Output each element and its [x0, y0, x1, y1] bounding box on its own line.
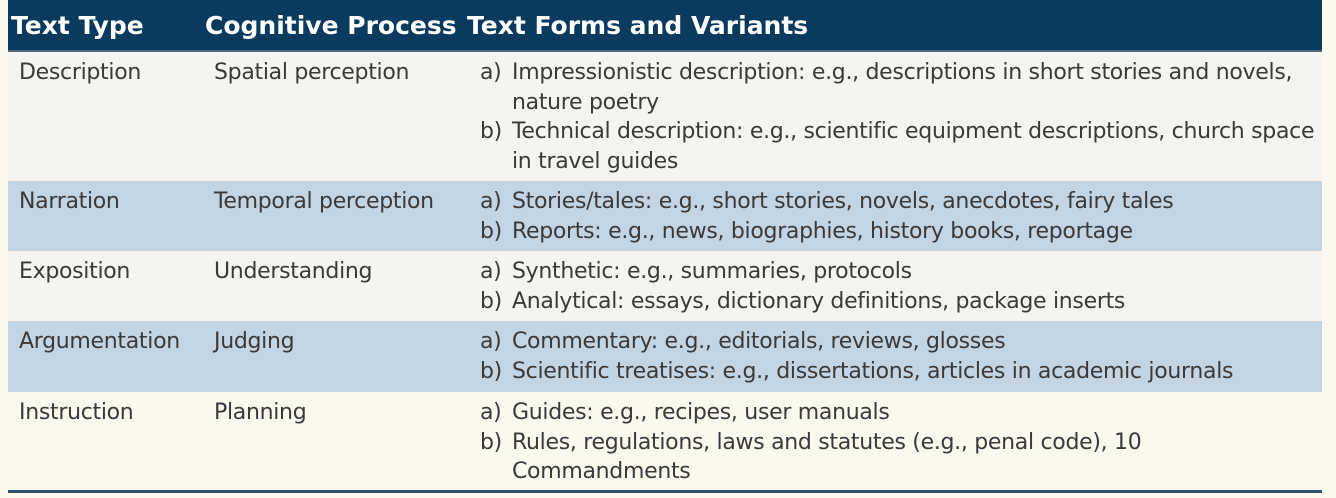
item-text: Synthetic: e.g., summaries, protocols	[512, 259, 912, 284]
form-item: a) Stories/tales: e.g., short stories, no…	[480, 187, 1322, 217]
text-forms-cell: a) Stories/tales: e.g., short stories, no…	[467, 187, 1322, 246]
item-text: Technical description: e.g., scientific …	[512, 119, 1315, 174]
cognitive-process-cell: Judging	[214, 329, 295, 354]
item-marker: a)	[480, 329, 502, 354]
header-cognitive-process: Cognitive Process	[205, 10, 457, 40]
form-item: b) Scientific treatises: e.g., dissertati…	[480, 357, 1322, 387]
text-type-cell: Description	[19, 60, 141, 85]
item-marker: a)	[480, 189, 502, 214]
header-text-forms: Text Forms and Variants	[467, 10, 809, 40]
item-text: Scientific treatises: e.g., dissertation…	[512, 358, 1234, 384]
table-row: Description Spatial perception a) Impress…	[8, 52, 1322, 181]
text-type-cell: Narration	[19, 189, 120, 214]
form-item: a) Guides: e.g., recipes, user manuals	[480, 398, 1322, 428]
item-marker: b)	[480, 358, 502, 384]
item-marker: b)	[480, 288, 502, 314]
item-text: Commentary: e.g., editorials, reviews, g…	[512, 329, 1006, 354]
table-row: Argumentation Judging a) Commentary: e.g.…	[8, 321, 1322, 392]
text-forms-cell: a) Impressionistic description: e.g., des…	[467, 58, 1322, 176]
cognitive-process-cell: Planning	[214, 400, 307, 425]
item-text: Stories/tales: e.g., short stories, nove…	[512, 189, 1174, 214]
form-item: a) Impressionistic description: e.g., des…	[480, 58, 1322, 117]
table-header: Text Type Cognitive Process Text Forms a…	[8, 0, 1322, 52]
text-type-cell: Exposition	[19, 259, 131, 284]
item-text: Reports: e.g., news, biographies, histor…	[512, 218, 1133, 244]
table-row: Exposition Understanding a) Synthetic: e.…	[8, 251, 1322, 321]
text-forms-cell: a) Commentary: e.g., editorials, reviews,…	[467, 327, 1322, 387]
text-forms-cell: a) Guides: e.g., recipes, user manuals b)…	[467, 398, 1322, 485]
form-item: b) Rules, regulations, laws and statutes …	[480, 428, 1322, 487]
item-text: Impressionistic description: e.g., descr…	[512, 60, 1293, 115]
text-types-table: Text Type Cognitive Process Text Forms a…	[8, 0, 1322, 493]
item-text: Guides: e.g., recipes, user manuals	[512, 400, 890, 425]
cognitive-process-cell: Spatial perception	[214, 60, 410, 85]
item-marker: b)	[480, 119, 502, 144]
form-item: b) Reports: e.g., news, biographies, hist…	[480, 217, 1322, 247]
item-text: Analytical: essays, dictionary definitio…	[512, 288, 1126, 314]
text-type-cell: Instruction	[19, 400, 134, 425]
header-text-type: Text Type	[11, 10, 144, 40]
item-text: Rules, regulations, laws and statutes (e…	[512, 429, 1142, 485]
text-forms-cell: a) Synthetic: e.g., summaries, protocols …	[467, 257, 1322, 316]
cognitive-process-cell: Understanding	[214, 259, 373, 284]
form-item: a) Synthetic: e.g., summaries, protocols	[480, 257, 1322, 287]
text-type-cell: Argumentation	[19, 329, 180, 354]
item-marker: a)	[480, 259, 502, 284]
item-marker: a)	[480, 60, 502, 85]
table-bottom-rule	[8, 490, 1322, 493]
item-marker: b)	[480, 218, 502, 244]
table-row: Instruction Planning a) Guides: e.g., rec…	[8, 392, 1322, 490]
form-item: b) Analytical: essays, dictionary definit…	[480, 287, 1322, 317]
item-marker: b)	[480, 429, 502, 455]
form-item: a) Commentary: e.g., editorials, reviews,…	[480, 327, 1322, 357]
form-item: b) Technical description: e.g., scientifi…	[480, 117, 1322, 176]
table-row: Narration Temporal perception a) Stories/…	[8, 181, 1322, 251]
item-marker: a)	[480, 400, 502, 425]
cognitive-process-cell: Temporal perception	[214, 189, 434, 214]
